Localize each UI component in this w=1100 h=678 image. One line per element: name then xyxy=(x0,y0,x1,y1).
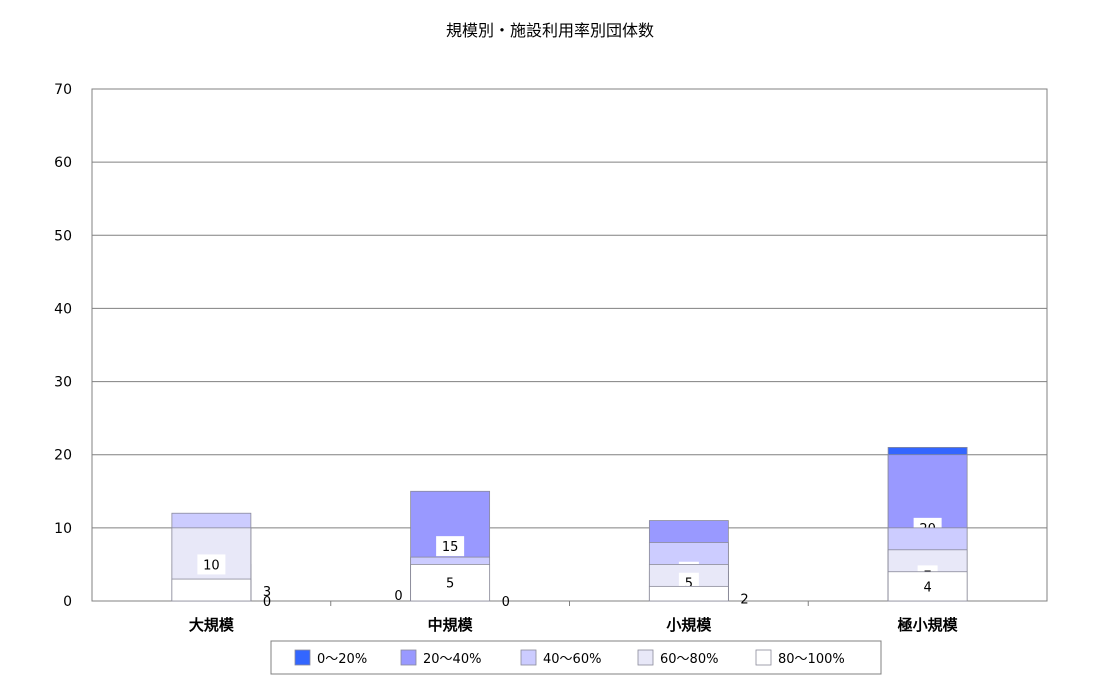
chart-title: 規模別・施設利用率別団体数 xyxy=(446,21,654,40)
bar-segment xyxy=(648,585,729,602)
y-tick-label: 60 xyxy=(54,155,72,171)
legend-swatch xyxy=(755,649,772,666)
data-label: 2 xyxy=(740,592,748,607)
data-label: 0 xyxy=(394,589,402,604)
legend-label: 80～100% xyxy=(778,652,845,667)
legend-swatch xyxy=(294,649,311,666)
y-tick-label: 30 xyxy=(54,375,72,391)
legend-swatch xyxy=(400,649,417,666)
data-label: 15 xyxy=(442,540,459,555)
bar-segment xyxy=(171,578,252,602)
legend: 0～20% 20～40% 40～60% 60～80% 80～100% xyxy=(270,640,882,675)
category-label: 極小規模 xyxy=(897,616,959,634)
y-tick-label: 40 xyxy=(54,301,72,317)
y-tick-label: 10 xyxy=(54,521,72,537)
data-label-box xyxy=(197,554,226,575)
y-tick-label: 20 xyxy=(54,448,72,464)
legend-label: 60～80% xyxy=(660,652,718,667)
data-label: 5 xyxy=(685,577,693,592)
data-label: 0 xyxy=(502,595,510,610)
data-label: 5 xyxy=(446,577,454,592)
legend-swatch xyxy=(520,649,537,666)
legend-label: 0～20% xyxy=(317,652,367,667)
legend-swatch xyxy=(637,649,654,666)
data-label-box xyxy=(436,536,465,557)
y-tick-label: 70 xyxy=(54,82,72,98)
category-label: 大規模 xyxy=(189,616,235,634)
data-label-box xyxy=(440,572,461,593)
data-label: 4 xyxy=(923,580,931,595)
y-tick-label: 50 xyxy=(54,228,72,244)
data-label: 0 xyxy=(263,595,271,610)
plot-area: 0102030405060700512103大規模015605中規模411852… xyxy=(54,82,1048,634)
category-label: 中規模 xyxy=(428,616,474,634)
data-label: 10 xyxy=(203,558,220,573)
data-label-box xyxy=(917,576,938,597)
legend-label: 20～40% xyxy=(423,652,481,667)
data-label: 3 xyxy=(263,585,271,600)
category-label: 小規模 xyxy=(666,616,712,634)
legend-box xyxy=(270,640,882,675)
legend-label: 40～60% xyxy=(543,652,601,667)
y-tick-label: 0 xyxy=(63,594,72,610)
